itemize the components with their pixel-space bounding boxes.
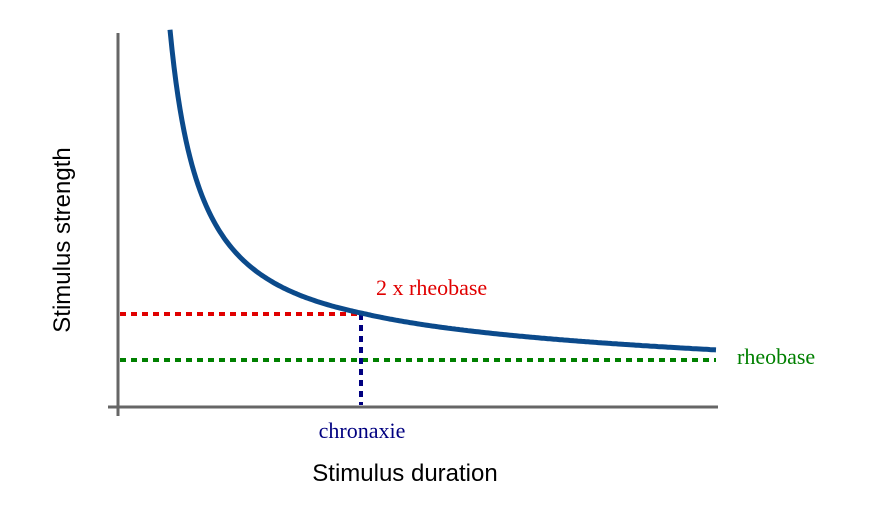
strength-duration-curve — [167, 29, 717, 353]
x-axis-label: Stimulus duration — [312, 460, 497, 487]
double-rheobase-label: 2 x rheobase — [376, 275, 487, 300]
rheobase-label: rheobase — [737, 344, 815, 369]
y-axis-label: Stimulus strength — [49, 147, 76, 332]
chronaxie-label: chronaxie — [319, 418, 406, 443]
